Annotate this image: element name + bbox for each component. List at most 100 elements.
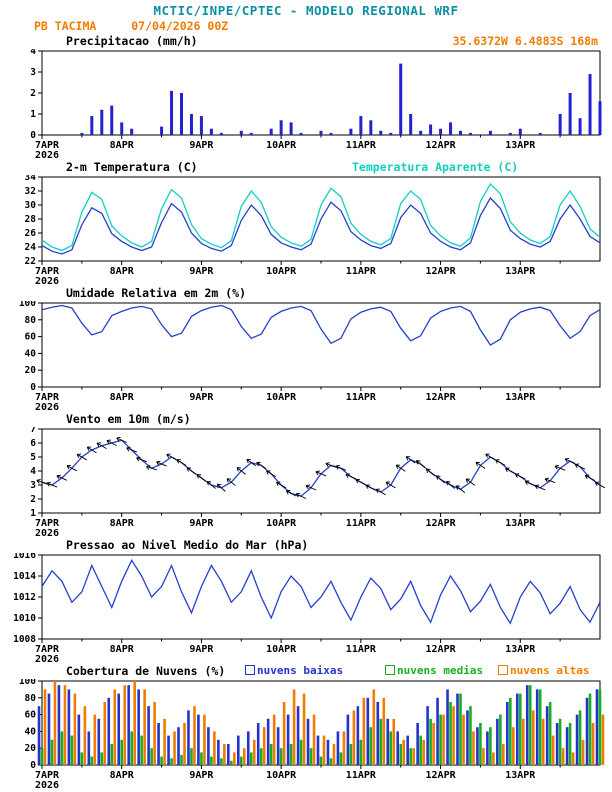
svg-text:2026: 2026 (35, 780, 59, 790)
panel-pressure: Pressao ao Nivel Medio do Mar (hPa) 1008… (0, 538, 612, 664)
apparent-temperature-label: Temperatura Aparente (C) (352, 160, 519, 174)
svg-text:34: 34 (25, 175, 37, 183)
svg-text:40: 40 (25, 348, 37, 359)
svg-text:11APR: 11APR (346, 140, 377, 151)
panel-precipitation: Precipitacao (mm/h) 35.6372W 6.4883S 168… (0, 34, 612, 160)
series-wind (41, 439, 601, 497)
svg-text:11APR: 11APR (346, 392, 377, 403)
svg-text:9APR: 9APR (189, 392, 214, 403)
panel-precipitation-title: Precipitacao (mm/h) (66, 34, 198, 48)
panel-wind: Vento em 10m (m/s) 1 2 3 4 5 6 7 7APR 2026 8APR 9A… (0, 412, 612, 538)
svg-text:3: 3 (30, 67, 36, 78)
station-name: PB TACIMA (34, 19, 97, 33)
wind-barbs (36, 436, 606, 500)
svg-text:8APR: 8APR (110, 392, 135, 403)
svg-text:80: 80 (25, 315, 37, 326)
series-clouds (37, 681, 605, 765)
svg-text:13APR: 13APR (505, 392, 536, 403)
svg-text:1016: 1016 (13, 553, 36, 561)
panel-temperature-header: 2-m Temperatura (C) Temperatura Aparente… (0, 160, 612, 175)
nuvens-baixas-swatch-icon (245, 665, 255, 675)
svg-text:12APR: 12APR (426, 770, 457, 781)
svg-text:12APR: 12APR (426, 266, 457, 277)
svg-text:10APR: 10APR (266, 770, 297, 781)
panel-clouds-header: Cobertura de Nuvens (%) nuvens baixas nu… (0, 664, 612, 679)
svg-text:10APR: 10APR (266, 266, 297, 277)
svg-text:13APR: 13APR (505, 140, 536, 151)
svg-text:1: 1 (30, 508, 36, 519)
svg-text:10APR: 10APR (266, 518, 297, 529)
svg-text:13APR: 13APR (505, 518, 536, 529)
svg-text:24: 24 (25, 242, 37, 253)
svg-text:2026: 2026 (35, 150, 59, 160)
svg-text:3: 3 (30, 480, 36, 491)
svg-text:10APR: 10APR (266, 140, 297, 151)
svg-text:8APR: 8APR (110, 770, 135, 781)
svg-text:1012: 1012 (13, 592, 36, 603)
model-title: MCTIC/INPE/CPTEC - MODELO REGIONAL WRF (153, 3, 459, 18)
svg-text:11APR: 11APR (346, 266, 377, 277)
svg-text:9APR: 9APR (189, 140, 214, 151)
svg-text:10APR: 10APR (266, 392, 297, 403)
svg-text:12APR: 12APR (426, 392, 457, 403)
y-axis: 0 1 2 3 4 (30, 49, 42, 141)
svg-text:5: 5 (30, 452, 36, 463)
panel-clouds-title: Cobertura de Nuvens (%) (66, 664, 226, 678)
svg-text:2026: 2026 (35, 654, 59, 664)
y-axis: 0 20 40 60 80 100 (19, 301, 42, 393)
svg-text:7APR: 7APR (35, 770, 60, 781)
svg-text:32: 32 (25, 186, 36, 197)
svg-text:7APR: 7APR (35, 266, 60, 277)
svg-text:28: 28 (25, 214, 37, 225)
svg-text:20: 20 (25, 743, 37, 754)
svg-text:2026: 2026 (35, 402, 59, 412)
svg-text:7APR: 7APR (35, 140, 60, 151)
svg-text:100: 100 (19, 679, 36, 687)
svg-text:12APR: 12APR (426, 140, 457, 151)
plot-border (41, 50, 601, 136)
svg-text:2026: 2026 (35, 276, 59, 286)
svg-text:80: 80 (25, 693, 37, 704)
svg-text:4: 4 (30, 466, 36, 477)
series-pressure (41, 558, 601, 625)
svg-text:8APR: 8APR (110, 518, 135, 529)
svg-text:26: 26 (25, 228, 37, 239)
panel-wind-header: Vento em 10m (m/s) (0, 412, 612, 427)
svg-text:13APR: 13APR (505, 644, 536, 655)
svg-text:8APR: 8APR (110, 644, 135, 655)
station-coordinates: 35.6372W 6.4883S 168m (452, 34, 598, 48)
svg-text:0: 0 (30, 382, 36, 393)
svg-text:11APR: 11APR (346, 770, 377, 781)
svg-text:1008: 1008 (13, 634, 36, 645)
panel-clouds: Cobertura de Nuvens (%) nuvens baixas nu… (0, 664, 612, 790)
svg-text:7: 7 (30, 427, 36, 435)
y-axis: 1008 1010 1012 1014 1016 (13, 553, 42, 645)
panel-pressure-title: Pressao ao Nivel Medio do Mar (hPa) (66, 538, 309, 552)
svg-text:20: 20 (25, 365, 37, 376)
station-line: PB TACIMA 07/04/2026 00Z (0, 19, 612, 34)
legend-nuvens-medias: nuvens medias (385, 664, 483, 678)
series-precipitation (80, 63, 602, 135)
panel-temperature: 2-m Temperatura (C) Temperatura Aparente… (0, 160, 612, 286)
svg-text:40: 40 (25, 726, 37, 737)
svg-text:7APR: 7APR (35, 644, 60, 655)
y-axis: 22 24 26 28 30 32 34 (25, 175, 42, 267)
svg-text:7APR: 7APR (35, 392, 60, 403)
svg-text:0: 0 (30, 760, 36, 771)
svg-text:1010: 1010 (13, 613, 36, 624)
svg-text:1014: 1014 (13, 571, 36, 582)
legend-nuvens-baixas: nuvens baixas (245, 664, 343, 678)
y-axis: 1 2 3 4 5 6 7 (30, 427, 42, 519)
svg-text:10APR: 10APR (266, 644, 297, 655)
svg-text:11APR: 11APR (346, 518, 377, 529)
panel-pressure-header: Pressao ao Nivel Medio do Mar (hPa) (0, 538, 612, 553)
svg-text:30: 30 (25, 200, 37, 211)
nuvens-altas-swatch-icon (498, 665, 508, 675)
